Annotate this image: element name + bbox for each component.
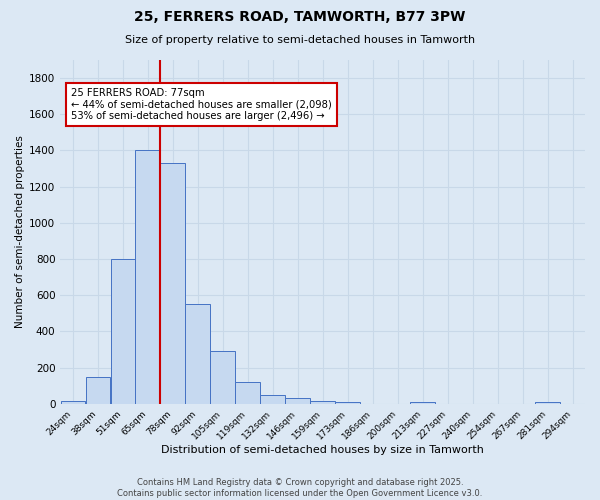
Bar [535, 402, 560, 404]
Bar [235, 382, 260, 404]
Bar [310, 401, 335, 404]
Bar [61, 401, 85, 404]
Bar [410, 402, 435, 404]
Bar [260, 395, 285, 404]
Bar [136, 150, 160, 404]
Bar [86, 376, 110, 404]
Bar [185, 304, 210, 404]
Y-axis label: Number of semi-detached properties: Number of semi-detached properties [15, 136, 25, 328]
Text: Size of property relative to semi-detached houses in Tamworth: Size of property relative to semi-detach… [125, 35, 475, 45]
Bar [211, 352, 235, 404]
Text: 25 FERRERS ROAD: 77sqm
← 44% of semi-detached houses are smaller (2,098)
53% of : 25 FERRERS ROAD: 77sqm ← 44% of semi-det… [71, 88, 332, 120]
Bar [335, 402, 360, 404]
Text: 25, FERRERS ROAD, TAMWORTH, B77 3PW: 25, FERRERS ROAD, TAMWORTH, B77 3PW [134, 10, 466, 24]
Bar [110, 259, 135, 404]
Bar [286, 398, 310, 404]
X-axis label: Distribution of semi-detached houses by size in Tamworth: Distribution of semi-detached houses by … [161, 445, 484, 455]
Bar [160, 163, 185, 404]
Text: Contains HM Land Registry data © Crown copyright and database right 2025.
Contai: Contains HM Land Registry data © Crown c… [118, 478, 482, 498]
